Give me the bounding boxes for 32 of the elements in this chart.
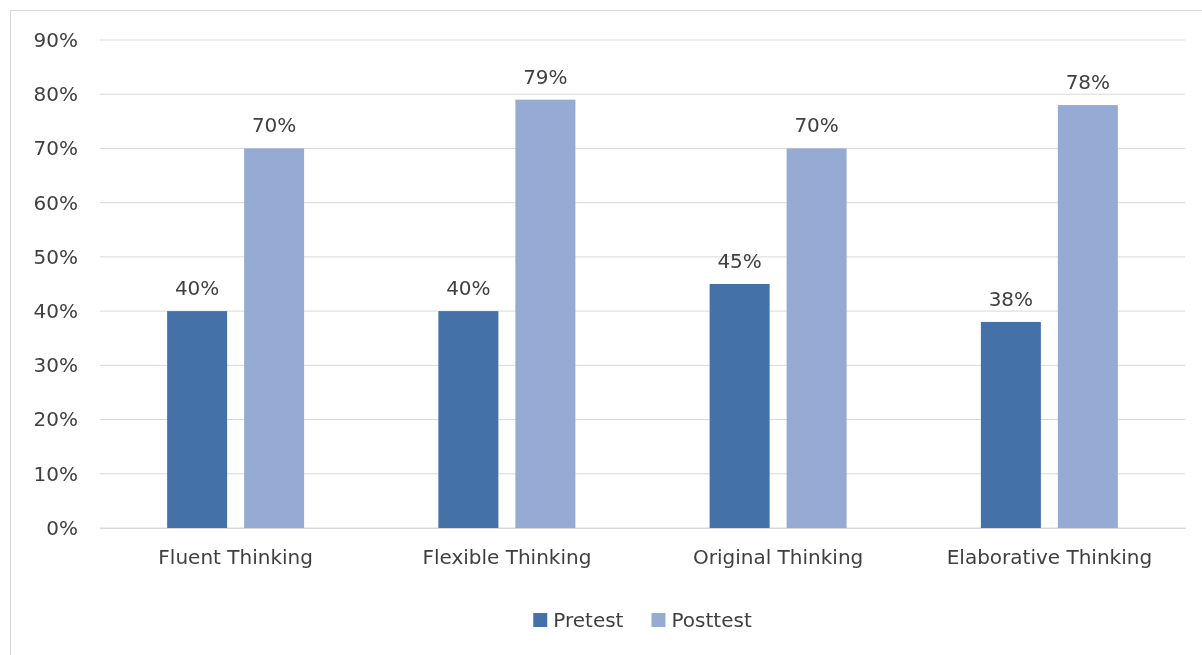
bar xyxy=(515,99,576,528)
bar xyxy=(709,284,770,528)
bar xyxy=(438,311,499,528)
y-tick-label: 50% xyxy=(33,244,78,269)
bar xyxy=(1057,105,1118,528)
data-label: 78% xyxy=(1065,70,1111,95)
bar xyxy=(980,321,1041,528)
bar xyxy=(244,148,305,528)
data-label: 79% xyxy=(523,64,568,89)
y-tick-label: 10% xyxy=(33,461,78,486)
data-label: 40% xyxy=(174,276,220,301)
y-tick-label: 80% xyxy=(33,82,78,107)
x-tick-label: Fluent Thinking xyxy=(158,545,313,570)
legend-label: Posttest xyxy=(671,608,752,632)
y-tick-label: 20% xyxy=(33,407,78,432)
data-label: 70% xyxy=(251,113,297,138)
y-tick-label: 70% xyxy=(33,136,78,161)
bar xyxy=(786,148,847,528)
bar xyxy=(167,311,228,528)
data-label: 40% xyxy=(446,276,491,301)
y-tick-label: 90% xyxy=(33,27,78,52)
x-tick-label: Original Thinking xyxy=(692,545,864,570)
data-label: 45% xyxy=(717,249,762,273)
x-tick-label: Flexible Thinking xyxy=(422,545,592,570)
y-tick-label: 30% xyxy=(33,353,78,378)
y-tick-label: 40% xyxy=(33,299,78,324)
data-label: 70% xyxy=(794,113,839,138)
y-tick-label: 0% xyxy=(46,515,78,540)
legend-label: Pretest xyxy=(553,608,624,632)
y-tick-label: 60% xyxy=(33,190,78,215)
data-label: 38% xyxy=(988,286,1034,311)
x-tick-label: Elaborative Thinking xyxy=(946,545,1153,570)
